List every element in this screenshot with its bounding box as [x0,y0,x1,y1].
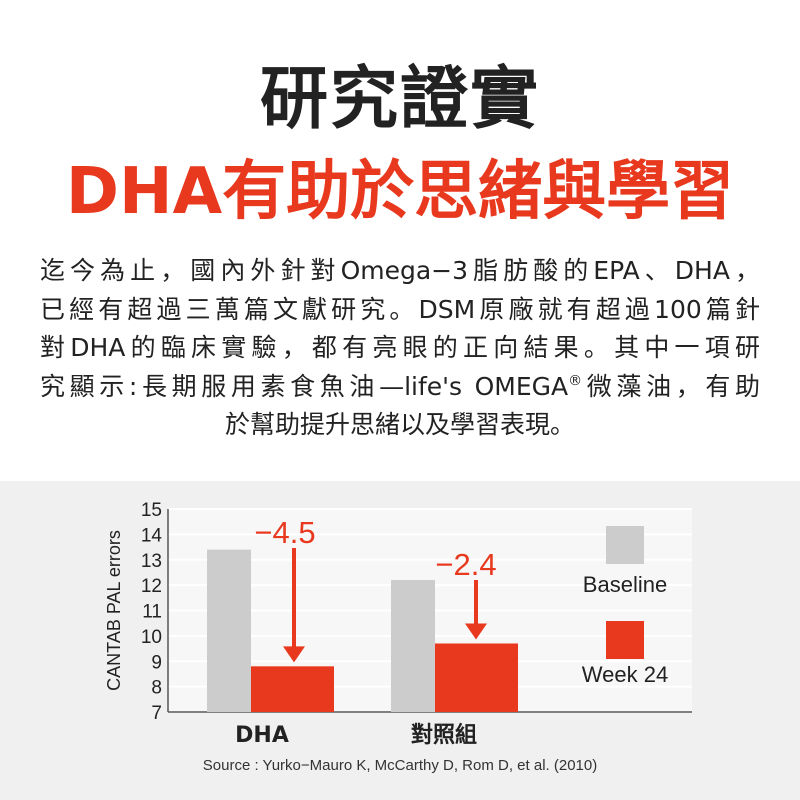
bar-baseline-1 [207,549,251,712]
legend-label-week24: Week 24 [582,662,668,687]
y-tick-label: 14 [141,525,163,546]
x-category-label: DHA [235,723,289,748]
y-tick-label: 15 [141,500,162,521]
x-category-label: 對照組 [411,722,477,748]
intro-line-4: 究顯示:長期服用素食魚油—life's OMEGA®微藻油，有助 [40,368,760,407]
y-tick-label: 10 [141,627,162,648]
change-arrow-head [465,623,487,640]
intro-line-3: 對DHA的臨床實驗，都有亮眼的正向結果。其中一項研 [40,333,760,362]
page-subtitle: DHA有助於思緒與學習 [65,155,735,229]
y-tick-label: 12 [141,576,162,597]
bar-week24-1 [251,666,334,712]
source-citation: Source : Yurko−Mauro K, McCarthy D, Rom … [202,757,598,774]
intro-paragraph: 迄今為止，國內外針對Omega−3脂肪酸的EPA、DHA， 已經有超過三萬篇文獻… [40,252,760,445]
legend-swatch-week24 [606,621,644,659]
intro-line-2: 已經有超過三萬篇文獻研究。DSM原廠就有超過100篇針 [40,294,760,324]
y-tick-label: 8 [151,678,162,699]
y-tick-label: 7 [151,703,162,724]
y-tick-label: 9 [151,652,162,673]
change-label: −4.5 [254,515,315,550]
intro-line-5: 於幫助提升思緒以及學習表現。 [224,410,575,439]
change-arrow-head [283,646,305,663]
intro-line-1: 迄今為止，國內外針對Omega−3脂肪酸的EPA、DHA， [40,256,760,285]
bar-baseline-2 [391,580,435,712]
legend-label-baseline: Baseline [583,572,667,597]
intro-line-4-text: 究顯示:長期服用素食魚油—life's OMEGA [40,371,569,401]
intro-line-4-tail: 微藻油，有助 [582,371,760,401]
y-tick-label: 11 [142,602,162,623]
registered-mark: ® [568,372,583,389]
y-axis-label: CANTAB PAL errors [104,530,124,691]
page-title: 研究證實 [259,60,540,139]
bar-week24-2 [435,643,518,712]
change-label: −2.4 [435,547,496,582]
legend-swatch-baseline [606,526,644,564]
y-tick-label: 13 [141,551,162,572]
